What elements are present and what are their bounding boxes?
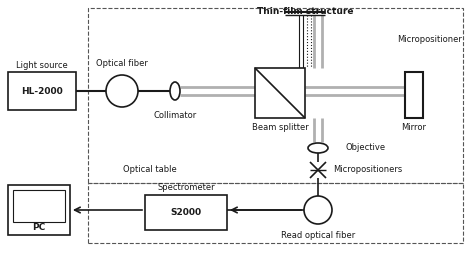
Text: Thin-film structure: Thin-film structure: [257, 7, 353, 16]
Text: PC: PC: [32, 223, 46, 232]
Ellipse shape: [308, 143, 328, 153]
Text: Optical fiber: Optical fiber: [96, 59, 148, 68]
Text: Read optical fiber: Read optical fiber: [281, 232, 355, 241]
Circle shape: [106, 75, 138, 107]
Text: Objective: Objective: [346, 143, 386, 152]
Text: S2000: S2000: [171, 208, 201, 217]
Text: Collimator: Collimator: [154, 111, 197, 120]
Circle shape: [304, 196, 332, 224]
Bar: [255, 68, 305, 118]
Text: Spectrometer: Spectrometer: [157, 183, 215, 192]
Text: Micropositioners: Micropositioners: [333, 166, 402, 175]
Bar: [145, 195, 227, 230]
Bar: [8, 185, 70, 235]
Text: Beam splitter: Beam splitter: [252, 124, 309, 133]
Text: Light source: Light source: [16, 60, 68, 69]
Text: Mirror: Mirror: [401, 124, 427, 133]
Ellipse shape: [170, 82, 180, 100]
Text: HL-2000: HL-2000: [21, 87, 63, 96]
Bar: [405, 72, 423, 118]
Bar: [88, 8, 463, 183]
Bar: [13, 190, 65, 222]
Text: Optical table: Optical table: [123, 166, 177, 175]
Text: Micropositioner: Micropositioner: [398, 35, 463, 44]
Bar: [88, 183, 463, 243]
Bar: [8, 72, 76, 110]
